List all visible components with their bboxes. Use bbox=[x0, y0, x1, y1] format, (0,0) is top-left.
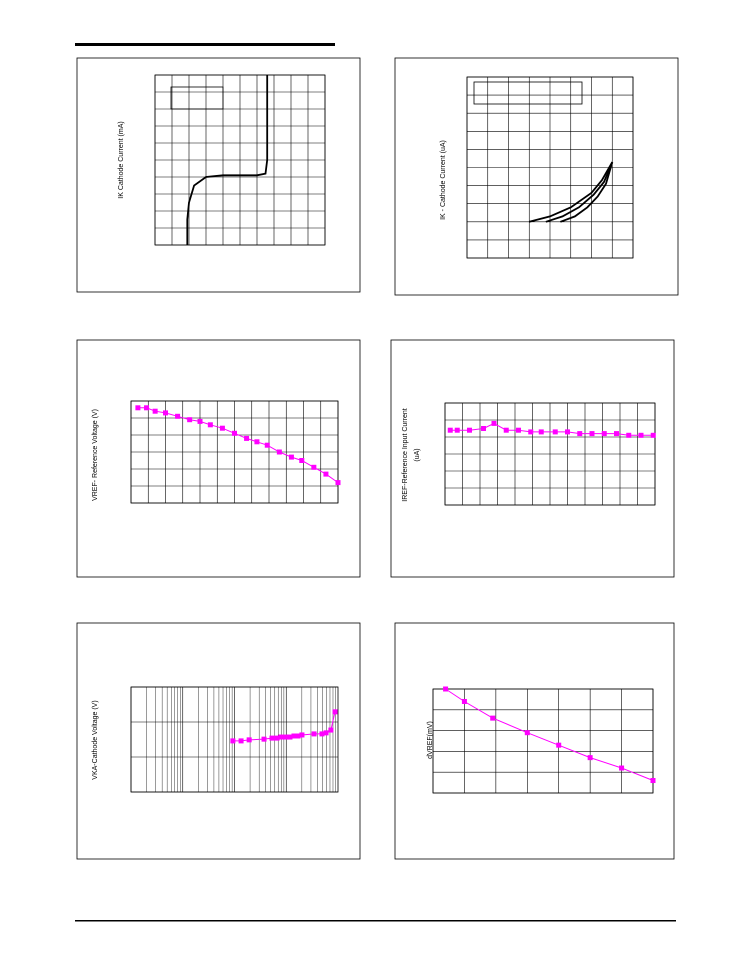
header-rule bbox=[75, 43, 335, 46]
data-line bbox=[445, 688, 654, 781]
data-point bbox=[163, 410, 168, 416]
y-axis-label: IK Cathode Current (mA) bbox=[118, 121, 125, 198]
data-point bbox=[443, 686, 449, 692]
data-line bbox=[560, 161, 614, 223]
data-point bbox=[299, 458, 305, 463]
data-point bbox=[614, 431, 619, 437]
legend-box bbox=[170, 86, 224, 110]
data-point bbox=[467, 427, 472, 433]
data-point bbox=[601, 431, 607, 437]
data-point bbox=[650, 432, 656, 438]
data-point bbox=[323, 471, 329, 477]
data-line bbox=[186, 75, 269, 245]
data-point bbox=[299, 732, 305, 738]
panel bbox=[76, 622, 361, 860]
data-point bbox=[261, 736, 267, 742]
data-point bbox=[291, 733, 297, 739]
data-point bbox=[244, 435, 250, 441]
data-point bbox=[587, 755, 593, 761]
legend-box bbox=[473, 81, 583, 105]
data-point bbox=[565, 429, 570, 435]
data-point bbox=[323, 730, 329, 736]
data-point bbox=[197, 418, 203, 424]
data-point bbox=[269, 735, 275, 741]
data-point bbox=[638, 432, 644, 438]
footer-rule bbox=[75, 920, 676, 922]
data-point bbox=[461, 698, 467, 704]
y-axis-label: dVREF(mV) bbox=[427, 721, 434, 759]
data-point bbox=[276, 449, 282, 455]
data-point bbox=[481, 426, 486, 431]
data-point bbox=[175, 413, 181, 419]
data-point bbox=[626, 432, 632, 438]
data-point bbox=[274, 735, 280, 741]
data-point bbox=[295, 733, 301, 739]
y-axis-label: IREF-Reference Input Current bbox=[402, 408, 409, 501]
data-point bbox=[552, 429, 558, 435]
panel bbox=[394, 57, 679, 296]
y-axis-label: VREF- Reference Voltage (V) bbox=[92, 409, 99, 501]
panel bbox=[394, 622, 675, 860]
plot-frame bbox=[154, 74, 326, 246]
data-point bbox=[524, 730, 530, 736]
data-point bbox=[278, 734, 284, 740]
data-point bbox=[319, 731, 325, 737]
data-point bbox=[454, 427, 460, 433]
data-line bbox=[545, 161, 614, 223]
data-point bbox=[287, 734, 293, 740]
data-point bbox=[135, 405, 141, 411]
panel bbox=[390, 339, 675, 578]
data-point bbox=[232, 430, 237, 436]
data-point bbox=[144, 405, 150, 411]
panel bbox=[76, 57, 361, 293]
data-point bbox=[311, 464, 317, 470]
plot-frame bbox=[130, 400, 339, 504]
data-point bbox=[230, 738, 236, 744]
y-axis-label: IK - Cathode Current (uA) bbox=[440, 140, 447, 220]
data-point bbox=[238, 738, 244, 744]
data-point bbox=[187, 417, 193, 423]
data-point bbox=[490, 715, 496, 721]
data-point bbox=[503, 427, 509, 433]
data-line bbox=[529, 161, 614, 223]
data-point bbox=[219, 425, 225, 431]
data-point bbox=[650, 778, 656, 784]
data-point bbox=[589, 431, 595, 437]
data-point bbox=[332, 709, 338, 715]
plot-frame bbox=[432, 688, 654, 794]
plot-frame bbox=[130, 686, 339, 793]
data-point bbox=[311, 731, 317, 737]
data-line bbox=[450, 422, 654, 436]
data-point bbox=[152, 408, 158, 414]
data-line bbox=[137, 407, 339, 484]
data-point bbox=[528, 429, 534, 435]
plot-frame bbox=[444, 402, 656, 506]
data-point bbox=[577, 431, 583, 437]
data-point bbox=[283, 734, 289, 740]
data-point bbox=[491, 420, 497, 426]
data-point bbox=[254, 439, 260, 445]
y-axis-label: VKA-Cathode Voltage (V) bbox=[92, 700, 99, 779]
data-point bbox=[538, 429, 544, 435]
plot-frame bbox=[466, 76, 634, 259]
data-point bbox=[207, 422, 213, 428]
data-point bbox=[516, 427, 521, 433]
data-point bbox=[619, 765, 625, 771]
y-axis-label: (uA) bbox=[414, 448, 421, 461]
data-point bbox=[328, 727, 334, 733]
data-point bbox=[335, 480, 341, 486]
data-point bbox=[288, 454, 294, 460]
data-point bbox=[447, 427, 453, 433]
data-point bbox=[246, 737, 252, 743]
data-point bbox=[264, 442, 270, 448]
panel bbox=[76, 339, 361, 578]
data-point bbox=[556, 742, 562, 748]
